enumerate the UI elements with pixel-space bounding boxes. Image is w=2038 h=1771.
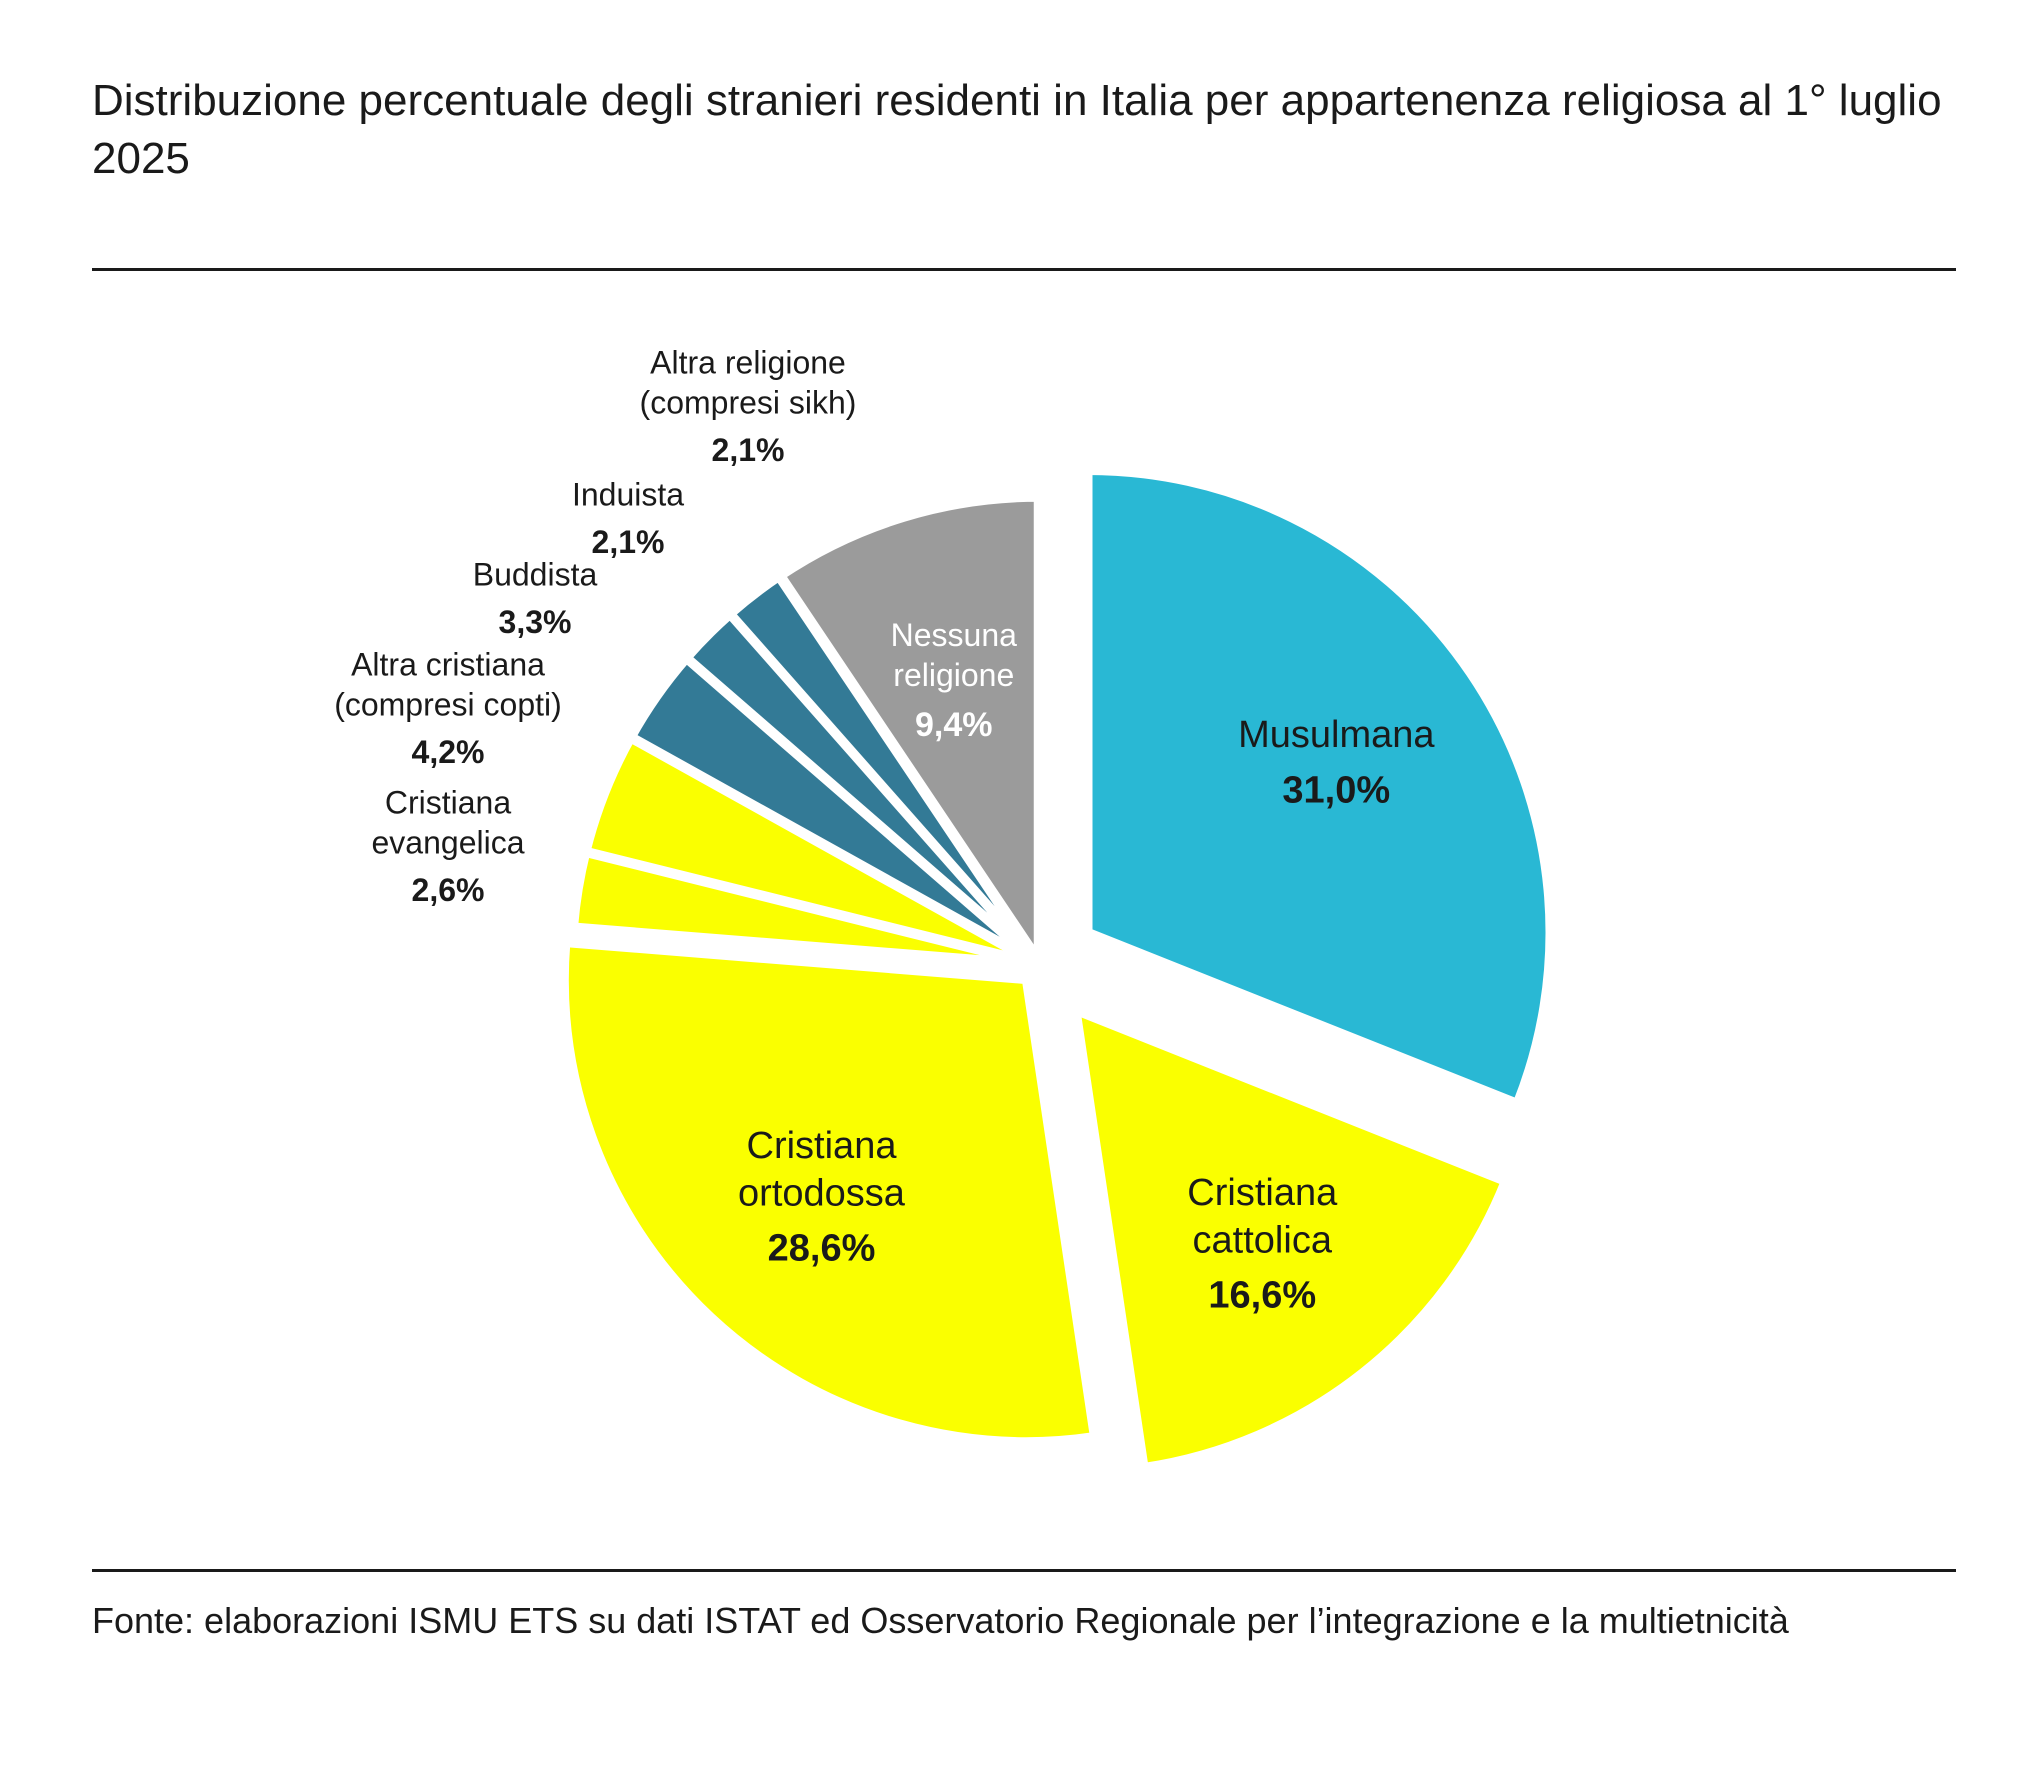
slice-name-induista-0: Induista — [572, 477, 684, 513]
slice-label-buddista: Buddista 3,3% — [473, 557, 598, 640]
slice-name-ortodossa-1: ortodossa — [738, 1172, 906, 1214]
slice-label-nessuna: Nessuna religione 9,4% — [891, 617, 1018, 744]
slice-name-ortodossa-0: Cristiana — [747, 1125, 898, 1167]
slice-label-cattolica: Cristiana cattolica 16,6% — [1187, 1172, 1338, 1317]
slice-value-buddista: 3,3% — [499, 604, 572, 640]
bottom-divider — [92, 1569, 1956, 1572]
slice-name-nessuna-0: Nessuna — [891, 617, 1018, 653]
slice-value-induista: 2,1% — [592, 524, 665, 560]
slice-name-nessuna-1: religione — [893, 657, 1014, 693]
slice-name-evangelica-0: Cristiana — [385, 785, 511, 821]
slice-label-altra-cristiana: Altra cristiana (compresi copti) 4,2% — [334, 647, 562, 770]
slice-name-altra-religione-0: Altra religione — [650, 345, 846, 381]
slice-name-buddista-0: Buddista — [473, 557, 598, 593]
chart-title: Distribuzione percentuale degli stranier… — [92, 76, 1942, 183]
slice-label-ortodossa: Cristiana ortodossa 28,6% — [738, 1125, 906, 1270]
slice-name-altra-cristiana-1: (compresi copti) — [334, 687, 562, 723]
slice-value-ortodossa: 28,6% — [768, 1228, 876, 1270]
slice-value-nessuna: 9,4% — [915, 706, 993, 744]
slice-name-cattolica-0: Cristiana — [1187, 1172, 1338, 1214]
slice-value-cattolica: 16,6% — [1208, 1275, 1316, 1317]
pie-slice-nessuna — [774, 492, 1043, 975]
slice-name-altra-cristiana-0: Altra cristiana — [351, 647, 545, 683]
slice-value-altra-religione: 2,1% — [712, 432, 785, 468]
slice-name-musulmana-0: Musulmana — [1238, 714, 1435, 756]
pie-slice-cattolica — [1070, 1003, 1512, 1473]
slice-value-evangelica: 2,6% — [412, 872, 485, 908]
top-divider — [92, 268, 1956, 271]
pie-slice-ortodossa — [559, 937, 1100, 1447]
slice-value-altra-cristiana: 4,2% — [412, 734, 485, 770]
pie-slice-musulmana — [1083, 465, 1555, 1110]
slice-name-evangelica-1: evangelica — [372, 825, 525, 861]
slice-label-musulmana: Musulmana 31,0% — [1238, 714, 1435, 811]
slice-label-evangelica: Cristiana evangelica 2,6% — [372, 785, 525, 908]
slice-label-induista: Induista 2,1% — [572, 477, 684, 560]
source-note: Fonte: elaborazioni ISMU ETS su dati IST… — [92, 1600, 1789, 1641]
slice-name-cattolica-1: cattolica — [1193, 1219, 1333, 1261]
slice-name-altra-religione-1: (compresi sikh) — [640, 385, 857, 421]
slice-label-altra-religione: Altra religione (compresi sikh) 2,1% — [640, 345, 857, 468]
slice-value-musulmana: 31,0% — [1282, 769, 1390, 811]
